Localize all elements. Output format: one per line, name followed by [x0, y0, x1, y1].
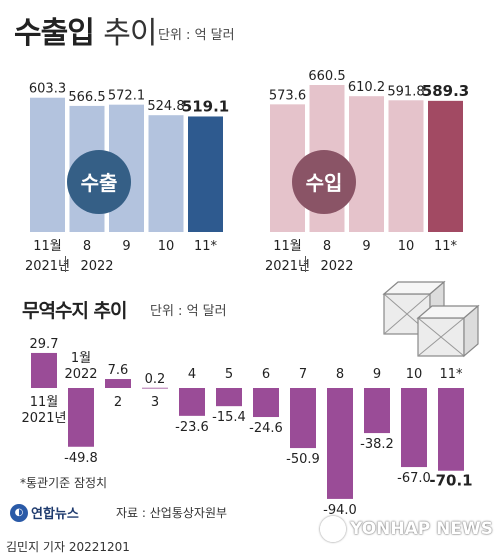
crate-front-side: [463, 304, 479, 358]
balance-x-tick-2-0: 2: [114, 395, 122, 410]
balance-bar-6: [253, 388, 279, 418]
import-x-tick-2: 9: [362, 239, 370, 254]
balance-value-label-6: -24.6: [249, 421, 283, 436]
balance-x-tick-5-0: 5: [225, 367, 233, 382]
export-bar-0: [30, 97, 65, 233]
balance-value-label-4: -23.6: [175, 420, 209, 435]
import-value-label-3: 591.8: [387, 84, 424, 99]
balance-bar-10: [401, 388, 427, 468]
balance-bar-0: [31, 352, 57, 388]
unit-label-top: 단위 : 억 달러: [158, 28, 235, 43]
source-text: 자료 : 산업통상자원부: [116, 506, 228, 520]
chart-title-sub: 추이: [103, 16, 157, 51]
import-badge: [292, 150, 356, 214]
balance-x-tick-7-0: 7: [299, 367, 307, 382]
crate-front-brace-2: [417, 317, 465, 357]
balance-value-label-11: -70.1: [429, 472, 472, 490]
export-value-label-4: 519.1: [182, 97, 229, 115]
watermark-logo-icon: [320, 516, 346, 542]
balance-x-tick-6-0: 6: [262, 367, 270, 382]
export-x-tick-0: 11월: [33, 239, 62, 254]
balance-x-tick-8-0: 8: [336, 367, 344, 382]
export-badge: [67, 150, 131, 214]
balance-value-label-5: -15.4: [212, 410, 246, 425]
export-year-label-0: 2021년: [25, 259, 70, 274]
export-value-label-0: 603.3: [29, 82, 66, 97]
footnote: *통관기준 잠정치: [20, 476, 108, 490]
import-value-label-0: 573.6: [269, 88, 306, 103]
export-badge-label: 수출: [81, 171, 118, 195]
crate-back-brace-2: [383, 293, 431, 335]
balance-bar-3: [142, 387, 168, 389]
balance-value-label-8: -94.0: [323, 503, 357, 518]
balance-value-label-7: -50.9: [286, 452, 320, 467]
balance-x-tick-11-0: 11*: [439, 367, 463, 382]
import-x-tick-4: 11*: [434, 239, 458, 254]
balance-bar-8: [327, 388, 353, 499]
import-year-label-1: 2022: [320, 259, 353, 274]
balance-x-tick-1-1: 2022: [64, 367, 97, 382]
balance-x-tick-10-0: 10: [406, 367, 423, 382]
export-x-tick-2: 9: [122, 239, 130, 254]
export-x-tick-1: 8: [83, 239, 91, 254]
balance-x-tick-3-0: 3: [151, 395, 159, 410]
watermark-text: YONHAP NEWS: [350, 519, 493, 539]
import-value-label-2: 610.2: [348, 80, 385, 95]
export-value-label-1: 566.5: [68, 90, 105, 105]
unit-label-balance: 단위 : 억 달러: [150, 304, 227, 319]
balance-bar-1: [68, 388, 94, 447]
yonhap-logo-text: 연합뉴스: [31, 507, 79, 522]
import-value-label-1: 660.5: [308, 69, 345, 84]
import-bar-4: [428, 100, 463, 232]
balance-x-tick-1-0: 1월: [71, 351, 91, 366]
balance-value-label-10: -67.0: [397, 471, 431, 486]
watermark: YONHAP NEWS: [320, 516, 493, 542]
import-bar-3: [388, 100, 424, 232]
balance-bar-4: [179, 388, 205, 416]
export-x-tick-4: 11*: [194, 239, 218, 254]
balance-bar-7: [290, 388, 316, 449]
import-badge-label: 수입: [306, 171, 343, 195]
balance-value-label-3: 0.2: [145, 372, 166, 387]
balance-bar-11: [438, 388, 464, 471]
balance-x-tick-9-0: 9: [373, 367, 381, 382]
yonhap-logo: ◐ 연합뉴스: [10, 503, 79, 522]
chart-title: 수출입 추이: [14, 8, 157, 52]
import-x-tick-3: 10: [398, 239, 415, 254]
balance-bar-9: [364, 388, 390, 434]
balance-chart-title: 무역수지 추이: [22, 300, 127, 322]
import-x-tick-0: 11월: [273, 239, 302, 254]
export-year-label-1: 2022: [80, 259, 113, 274]
export-value-label-2: 572.1: [108, 89, 145, 104]
balance-value-label-2: 7.6: [108, 363, 129, 378]
balance-value-label-0: 29.7: [30, 337, 59, 352]
balance-x-tick-0-0: 11월: [30, 395, 59, 410]
balance-bar-5: [216, 388, 242, 407]
balance-x-tick-4-0: 4: [188, 367, 196, 382]
export-x-tick-3: 10: [158, 239, 175, 254]
chart-title-main: 수출입: [14, 16, 95, 51]
balance-bar-2: [105, 379, 131, 388]
import-value-label-4: 589.3: [422, 82, 469, 100]
import-year-label-0: 2021년: [265, 259, 310, 274]
export-bar-3: [148, 115, 184, 232]
balance-x-tick-0-1: 2021년: [21, 411, 66, 426]
credit-text: 김민지 기자 20221201: [6, 540, 130, 554]
import-bar-2: [349, 96, 384, 232]
export-value-label-3: 524.8: [147, 99, 184, 114]
balance-value-label-9: -38.2: [360, 437, 394, 452]
export-bar-4: [188, 116, 223, 232]
import-x-tick-1: 8: [323, 239, 331, 254]
yonhap-logo-icon: ◐: [10, 503, 28, 522]
balance-value-label-1: -49.8: [64, 451, 98, 466]
